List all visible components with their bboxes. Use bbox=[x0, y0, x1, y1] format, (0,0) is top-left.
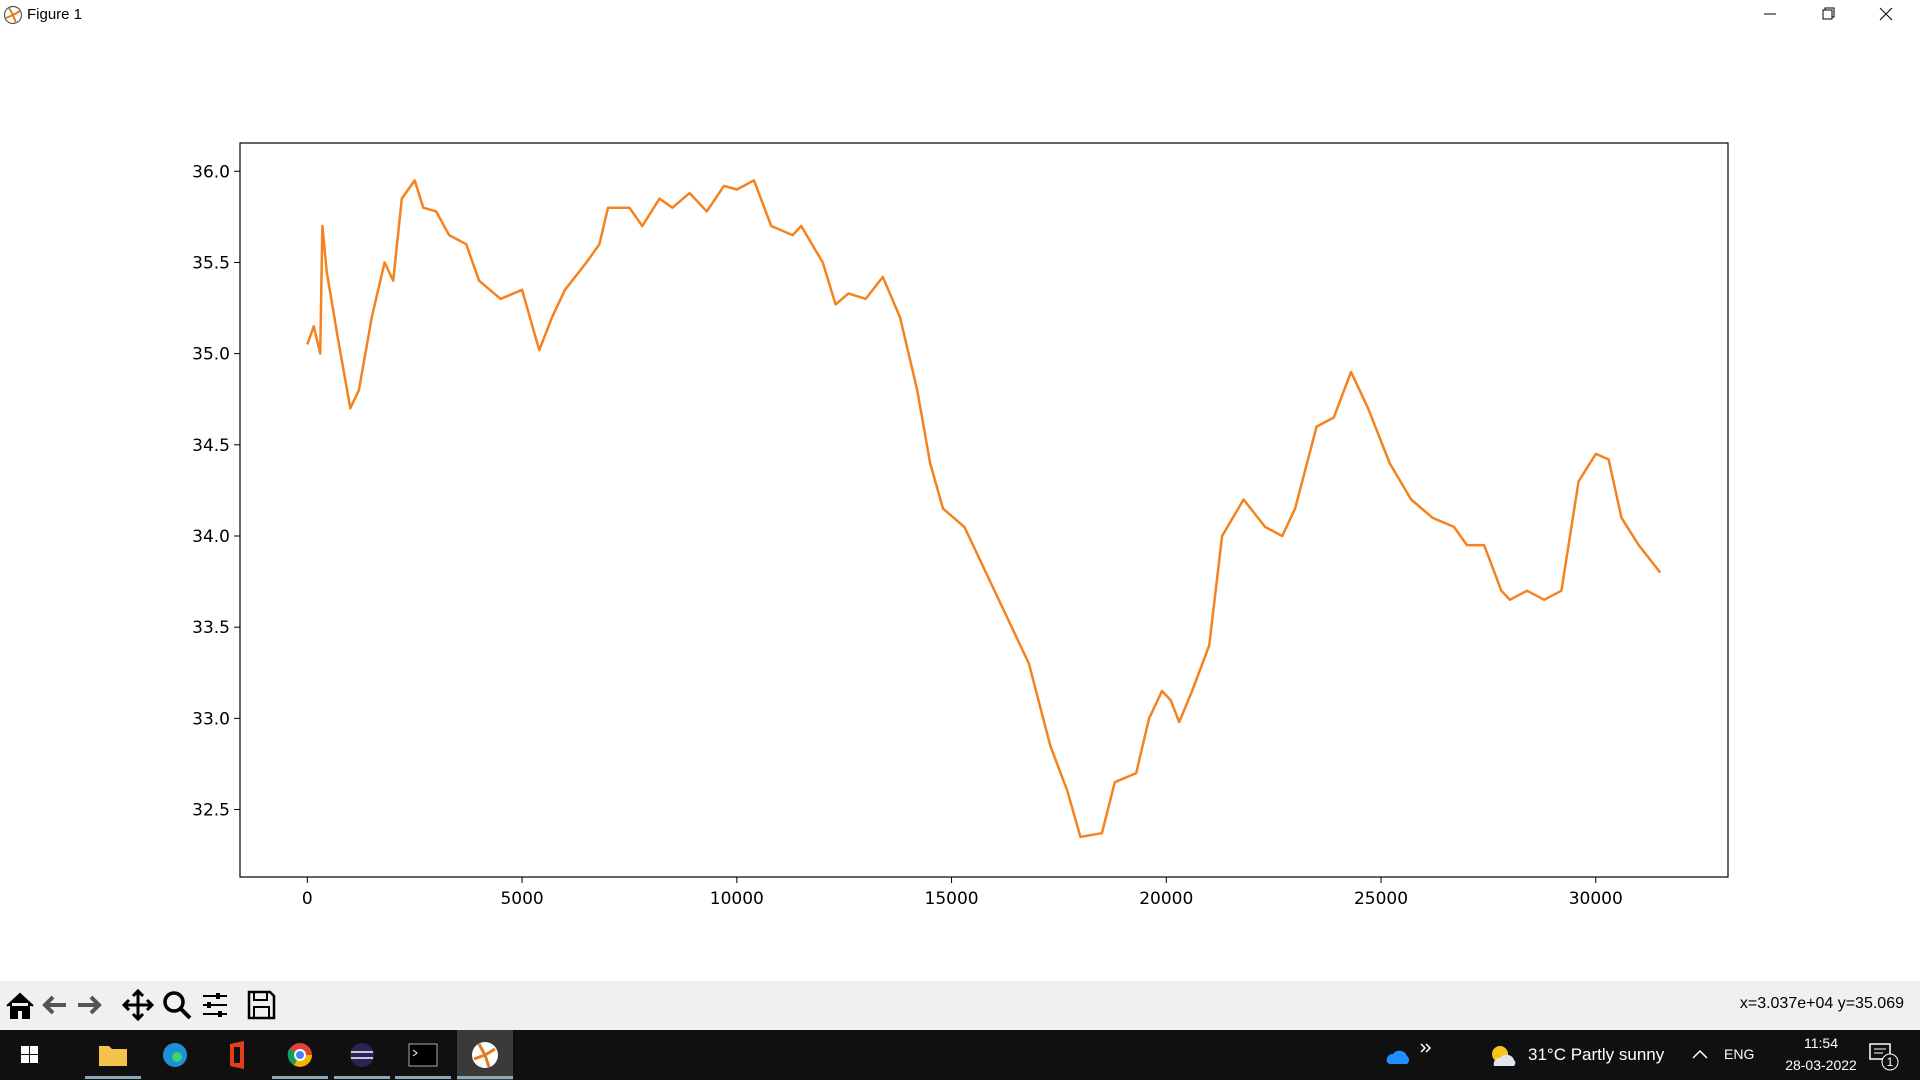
y-tick-label: 34.5 bbox=[192, 436, 230, 456]
axes-frame bbox=[239, 142, 1729, 878]
x-tick-label: 25000 bbox=[1354, 889, 1408, 909]
x-tick-label: 10000 bbox=[710, 889, 764, 909]
forward-button[interactable] bbox=[72, 988, 106, 1022]
chart: 32.5 33.0 33.5 34.0 34.5 35.0 35.5 36.0 0 5000 100… bbox=[192, 142, 1729, 909]
y-tick-label: 34.0 bbox=[192, 527, 230, 547]
weather-icon[interactable] bbox=[1488, 1042, 1520, 1070]
office[interactable] bbox=[210, 1030, 266, 1080]
file-explorer[interactable] bbox=[85, 1030, 141, 1080]
edge-browser[interactable] bbox=[147, 1030, 203, 1080]
toolbar: x=3.037e+04 y=35.069 bbox=[0, 981, 1920, 1030]
app-icon bbox=[3, 5, 23, 25]
language[interactable]: ENG bbox=[1724, 1046, 1755, 1062]
y-tick-label: 33.0 bbox=[192, 709, 230, 729]
back-button[interactable] bbox=[38, 988, 72, 1022]
x-tick-label: 0 bbox=[302, 889, 313, 909]
terminal[interactable] bbox=[395, 1030, 451, 1080]
window-title: Figure 1 bbox=[27, 6, 83, 23]
tray-expand[interactable] bbox=[1690, 1045, 1710, 1065]
data-line bbox=[306, 179, 1662, 839]
y-tick-label: 35.5 bbox=[192, 253, 230, 273]
start-button[interactable] bbox=[2, 1030, 58, 1080]
eclipse[interactable] bbox=[334, 1030, 390, 1080]
x-tick-label: 30000 bbox=[1569, 889, 1623, 909]
configure-button[interactable] bbox=[198, 988, 232, 1022]
x-tick-label: 20000 bbox=[1139, 889, 1193, 909]
chrome-browser[interactable] bbox=[272, 1030, 328, 1080]
matplotlib-window[interactable] bbox=[457, 1030, 513, 1080]
minimize-button[interactable] bbox=[1741, 0, 1799, 30]
taskbar: 31°C Partly sunny ENG 11:54 28-03-2022 1 bbox=[0, 1030, 1920, 1080]
weather-text[interactable]: 31°C Partly sunny bbox=[1528, 1045, 1665, 1064]
restore-button[interactable] bbox=[1799, 0, 1857, 30]
home-button[interactable] bbox=[3, 988, 37, 1022]
notification-count[interactable]: 1 bbox=[1886, 1055, 1894, 1069]
notification-center[interactable] bbox=[1868, 1042, 1902, 1072]
y-tick-label: 33.5 bbox=[192, 618, 230, 638]
x-tick-label: 15000 bbox=[925, 889, 979, 909]
zoom-button[interactable] bbox=[160, 988, 194, 1022]
cursor-coordinates: x=3.037e+04 y=35.069 bbox=[1739, 995, 1904, 1012]
x-tick-label: 5000 bbox=[500, 889, 543, 909]
save-button[interactable] bbox=[244, 988, 278, 1022]
title-bar: Figure 1 bbox=[0, 0, 1920, 30]
close-button[interactable] bbox=[1857, 0, 1915, 30]
y-tick-label: 36.0 bbox=[192, 162, 230, 182]
y-tick-label: 32.5 bbox=[192, 801, 230, 821]
clock-time[interactable]: 11:54 bbox=[1804, 1035, 1838, 1051]
clock-date[interactable]: 28-03-2022 bbox=[1785, 1057, 1857, 1073]
y-tick-label: 35.0 bbox=[192, 345, 230, 365]
tray-icons[interactable] bbox=[1383, 1040, 1443, 1070]
pan-button[interactable] bbox=[121, 988, 155, 1022]
